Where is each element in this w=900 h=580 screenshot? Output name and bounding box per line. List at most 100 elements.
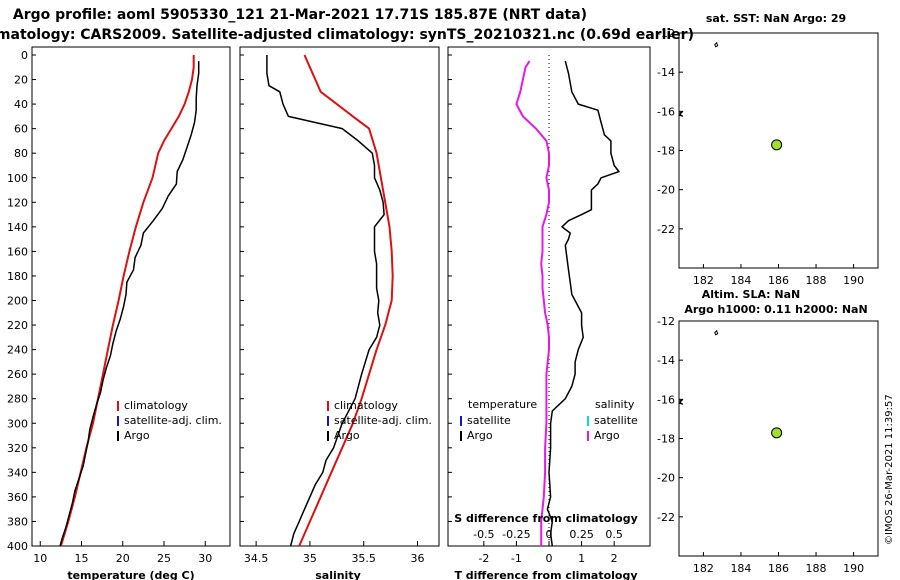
sst-map-title: sat. SST: NaN Argo: 29 [706,12,846,25]
t-difference-argo-line [546,60,620,547]
legend-swatch-argo [117,431,119,441]
legend-label-argo: Argo [334,429,360,442]
sla-map-x-tick-label: 184 [730,562,751,575]
s-tick-label: -0.25 [502,528,530,541]
legend-swatch-satellite [327,416,329,426]
sla-map-island-outline [714,329,719,336]
legend-title-temperature: temperature [468,398,537,411]
salinity-legend: climatology satellite-adj. clim. Argo [327,399,432,442]
y-tick-label: 0 [21,49,28,62]
sst-map-y-tick-label: -22 [657,223,675,236]
legend-swatch-satellite [117,416,119,426]
s-tick-label: 0.5 [605,528,623,541]
sst-map-argo-position-marker [771,139,783,151]
y-tick-label: 80 [14,147,28,160]
y-tick-label: 220 [7,319,28,332]
sst-map-y-tick-label: -20 [657,184,675,197]
legend-label-t-argo: Argo [467,429,493,442]
sst-map-x-tick-label: 184 [730,274,751,287]
y-tick-label: 120 [7,196,28,209]
legend-label-s-argo: Argo [594,429,620,442]
sst-map-y-tick-label: -12 [657,27,675,40]
legend-swatch-t-satellite [460,416,462,426]
y-tick-label: 160 [7,245,28,258]
y-tick-label: 40 [14,98,28,111]
title-line-1: Argo profile: aoml 5905330_121 21-Mar-20… [13,7,587,23]
sst-map-x-tick-label: 188 [806,274,827,287]
imos-timestamp: ©IMOS 26-Mar-2021 11:39:57 [884,394,895,545]
sla-map-coast-outline [678,398,684,405]
sst-map-y-tick-label: -16 [657,105,675,118]
s-tick-label: -0.5 [473,528,494,541]
legend-swatch-s-satellite [587,416,589,426]
temperature-plot: 10 15 20 25 30020406080100120140160180200220… [7,49,212,565]
sst-map-plot: 182 184 186 188 190 -12 -14 -16 -18 -20 -22 [657,27,864,287]
y-tick-label: 400 [7,540,28,553]
y-tick-label: 100 [7,172,28,185]
sla-map-y-tick-label: -20 [657,472,675,485]
x-tick-label: 36 [410,552,424,565]
sla-map-y-tick-label: -16 [657,393,675,406]
legend-swatch-climatology [117,401,119,411]
temperature-xlabel: temperature (deg C) [67,569,194,580]
x-tick-label: 34.5 [244,552,269,565]
sst-map-x-tick-label: 182 [693,274,714,287]
difference-plot: -2 -1 0 1 2 -0.5 -0.25 0 0.25 0.5 [448,54,623,565]
sla-map-y-tick-label: -12 [657,315,675,328]
x-tick-label: 15 [75,552,89,565]
sla-map-argo-position-marker [771,427,783,439]
sst-map-x-tick-label: 190 [843,274,864,287]
sla-map-x-tick-label: 190 [843,562,864,575]
s-difference-xlabel: S difference from climatology [454,512,638,525]
y-tick-label: 300 [7,417,28,430]
legend-swatch-climatology [327,401,329,411]
sst-map-y-tick-label: -18 [657,145,675,158]
temperature-argo-line [59,61,200,547]
legend-label-satellite: satellite-adj. clim. [124,414,222,427]
x-tick-label: 30 [198,552,212,565]
sla-map-x-tick-label: 188 [806,562,827,575]
salinity-argo-line [266,55,385,547]
sst-map-island-outline [714,41,719,48]
y-tick-label: 360 [7,491,28,504]
sla-map-y-tick-label: -22 [657,511,675,524]
y-tick-label: 340 [7,466,28,479]
y-tick-label: 140 [7,221,28,234]
x-tick-label: -2 [478,552,489,565]
y-tick-label: 320 [7,442,28,455]
y-tick-label: 180 [7,270,28,283]
legend-label-t-satellite: satellite [467,414,511,427]
salinity-xlabel: salinity [315,569,361,580]
temperature-legend: climatology satellite-adj. clim. Argo [117,399,222,442]
sla-map-x-tick-label: 186 [768,562,789,575]
x-tick-label: 35 [303,552,317,565]
x-tick-label: 10 [33,552,47,565]
sst-map-coast-outline [678,110,684,117]
y-tick-label: 380 [7,515,28,528]
legend-label-climatology: climatology [124,399,188,412]
temperature-panel-frame [31,46,231,547]
legend-label-climatology: climatology [334,399,398,412]
y-tick-label: 260 [7,368,28,381]
sla-map-plot: 182 184 186 188 190 -12 -14 -16 -18 -20 -22 [657,315,864,575]
legend-swatch-t-argo [460,431,462,441]
sst-map-x-tick-label: 186 [768,274,789,287]
sla-map-y-tick-label: -18 [657,433,675,446]
s-tick-label: 0 [546,528,553,541]
salinity-panel-frame [239,46,440,547]
y-tick-label: 20 [14,74,28,87]
legend-swatch-argo [327,431,329,441]
x-tick-label: -1 [511,552,522,565]
legend-label-s-satellite: satellite [594,414,638,427]
s-difference-argo-line [515,60,550,546]
difference-legend: temperature satellite Argo salinity sate… [460,398,638,442]
salinity-climatology-line [298,54,394,547]
t-difference-xlabel: T difference from climatology [454,569,637,580]
sla-map-y-tick-label: -14 [657,354,675,367]
s-tick-label: 0.25 [569,528,594,541]
x-tick-label: 0 [546,552,553,565]
legend-label-argo: Argo [124,429,150,442]
legend-title-salinity: salinity [595,398,635,411]
